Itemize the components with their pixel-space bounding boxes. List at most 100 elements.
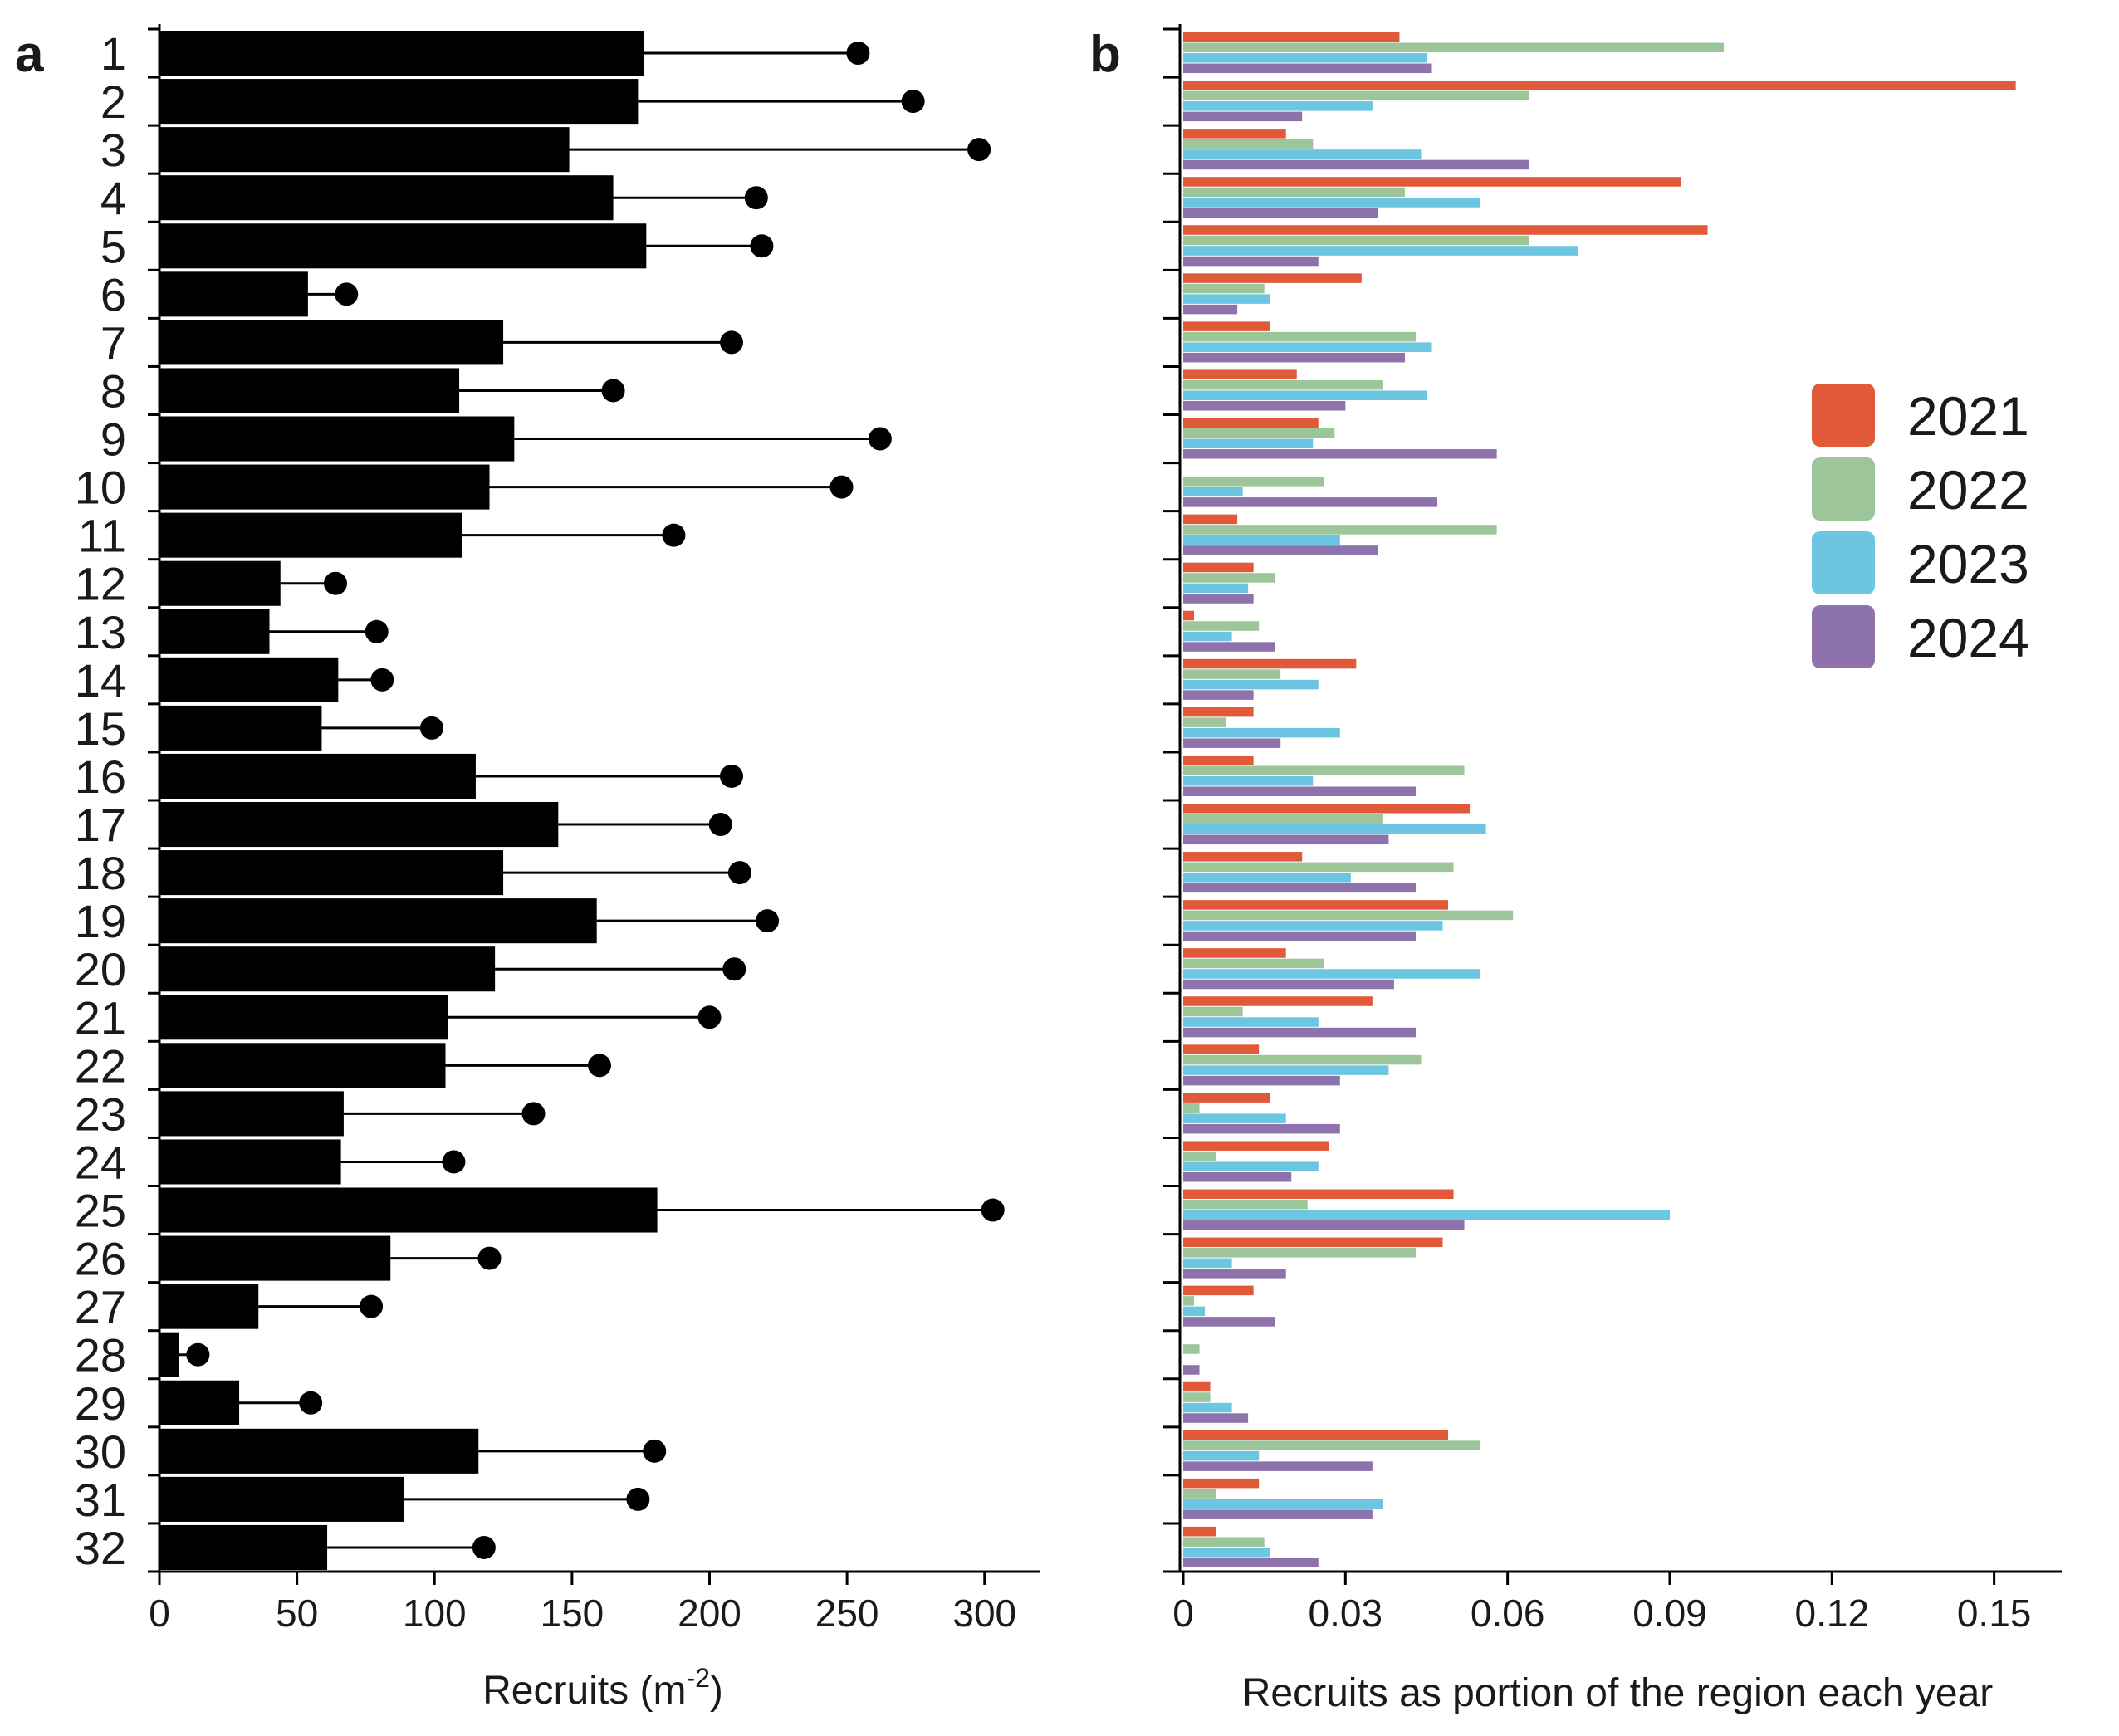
bar-2021-20: [1183, 948, 1286, 958]
bar-24: [159, 1139, 341, 1185]
bar-2022-28: [1183, 1344, 1200, 1354]
bar-2021-24: [1183, 1141, 1329, 1151]
bar-2023-4: [1183, 198, 1481, 208]
bar-2021-22: [1183, 1044, 1260, 1054]
panel-a-row-label-24: 24: [75, 1136, 126, 1188]
bar-8: [159, 368, 460, 413]
lollipop-point-22: [588, 1054, 611, 1078]
panel-a-row-label-14: 14: [75, 654, 126, 707]
bar-2024-9: [1183, 449, 1497, 459]
bar-2024-27: [1183, 1317, 1275, 1327]
panel-a-row-label-30: 30: [75, 1425, 126, 1478]
bar-2021-21: [1183, 996, 1373, 1006]
bar-2024-4: [1183, 208, 1378, 218]
panel-b-bars: [1183, 32, 2016, 1567]
bar-19: [159, 898, 597, 944]
lollipop-point-29: [299, 1391, 323, 1415]
bar-2024-10: [1183, 497, 1438, 507]
bar-2024-29: [1183, 1413, 1249, 1423]
bar-17: [159, 802, 559, 848]
bar-2021-23: [1183, 1093, 1270, 1103]
bar-27: [159, 1284, 259, 1329]
panel-a-letter: a: [15, 26, 44, 83]
panel-a-row-label-16: 16: [75, 751, 126, 803]
bar-29: [159, 1380, 240, 1425]
panel-a-x-tick-label-0: 0: [149, 1592, 170, 1635]
panel-a-row-label-12: 12: [75, 558, 126, 610]
lollipop-point-4: [744, 186, 768, 210]
panel-a-row-label-23: 23: [75, 1088, 126, 1140]
bar-2024-3: [1183, 159, 1529, 170]
bar-5: [159, 223, 647, 269]
bar-9: [159, 416, 515, 462]
lollipop-point-17: [708, 813, 732, 837]
bar-2023-5: [1183, 246, 1578, 256]
bar-2022-20: [1183, 958, 1324, 969]
bar-2022-22: [1183, 1054, 1422, 1065]
bar-2022-31: [1183, 1489, 1216, 1499]
panel-a-row-label-31: 31: [75, 1474, 126, 1526]
bar-2022-12: [1183, 573, 1275, 583]
panel-a-x-ticks: 0 50 100 150 200 250 300: [149, 1572, 1016, 1635]
bar-2023-2: [1183, 101, 1373, 111]
lollipop-point-26: [477, 1246, 502, 1270]
bar-10: [159, 464, 490, 510]
lollipop-point-2: [901, 90, 925, 114]
panel-b-x-tick-label-0.09: 0.09: [1632, 1592, 1707, 1635]
bar-2021-12: [1183, 562, 1254, 573]
bar-22: [159, 1043, 446, 1088]
lollipop-point-9: [868, 427, 892, 451]
lollipop-point-25: [981, 1198, 1005, 1222]
bar-2021-32: [1183, 1526, 1216, 1537]
bar-15: [159, 705, 322, 751]
bar-2021-17: [1183, 804, 1471, 814]
bar-2021-7: [1183, 321, 1270, 331]
bar-2024-31: [1183, 1509, 1373, 1519]
bar-2021-1: [1183, 32, 1400, 42]
lollipop-point-15: [419, 716, 443, 740]
bar-2021-13: [1183, 610, 1195, 621]
bar-2022-21: [1183, 1006, 1243, 1017]
bar-2024-24: [1183, 1171, 1292, 1182]
bar-2022-14: [1183, 669, 1281, 679]
bar-2022-26: [1183, 1248, 1416, 1258]
bar-2024-30: [1183, 1461, 1373, 1471]
bar-2023-20: [1183, 969, 1481, 979]
lollipop-point-20: [722, 957, 746, 981]
bar-2021-27: [1183, 1285, 1254, 1296]
bar-20: [159, 946, 496, 992]
panel-a-bars: [159, 31, 658, 1570]
bar-2022-23: [1183, 1103, 1200, 1113]
bar-2021-18: [1183, 852, 1303, 862]
panel-a-x-tick-label-250: 250: [815, 1592, 879, 1635]
bar-2022-1: [1183, 42, 1725, 53]
bar-2024-7: [1183, 352, 1405, 363]
bar-2022-16: [1183, 765, 1465, 775]
bar-2022-19: [1183, 910, 1514, 921]
panel-b-axes: [1163, 24, 2062, 1573]
bar-14: [159, 657, 339, 702]
bar-2023-15: [1183, 727, 1340, 738]
bar-2024-26: [1183, 1269, 1286, 1279]
bar-2021-6: [1183, 273, 1362, 283]
bar-2022-17: [1183, 814, 1383, 824]
panel-a-row-label-19: 19: [75, 895, 126, 947]
panel-a-x-axis-title: Recruits (m-2): [482, 1663, 723, 1713]
bar-2023-22: [1183, 1065, 1389, 1075]
bar-2024-19: [1183, 931, 1416, 941]
bar-2024-6: [1183, 304, 1238, 315]
bar-2024-2: [1183, 111, 1303, 122]
bar-2024-14: [1183, 690, 1254, 700]
lollipop-point-28: [186, 1342, 210, 1367]
bar-2023-6: [1183, 294, 1270, 304]
bar-2023-18: [1183, 873, 1351, 883]
panel-a-row-label-4: 4: [100, 172, 126, 224]
bar-2023-29: [1183, 1402, 1232, 1413]
legend-swatch-2023: [1812, 531, 1875, 594]
panel-a-x-tick-label-100: 100: [403, 1592, 467, 1635]
bar-1: [159, 31, 644, 76]
panel-b-x-tick-label-0.03: 0.03: [1309, 1592, 1383, 1635]
bar-28: [159, 1332, 179, 1377]
bar-2: [159, 79, 639, 125]
